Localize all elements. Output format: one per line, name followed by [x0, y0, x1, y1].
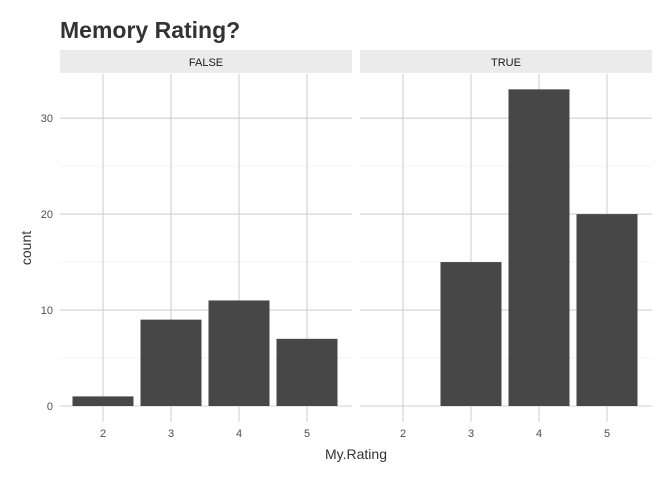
y-tick-label: 20 [41, 209, 53, 221]
x-tick-label: 3 [168, 428, 174, 440]
bar-true-3 [440, 262, 502, 406]
bar-true-4 [508, 89, 570, 406]
bar-false-5 [276, 338, 338, 406]
x-tick-label: 3 [468, 428, 474, 440]
x-tick-label: 4 [536, 428, 542, 440]
bar-false-4 [208, 300, 270, 406]
x-axis-label: My.Rating [325, 446, 387, 462]
chart-title: Memory Rating? [60, 17, 240, 43]
facet-strip-label: TRUE [491, 57, 521, 69]
facet-panel-true: TRUE 2 3 4 5 [360, 50, 652, 440]
bar-false-2 [72, 396, 134, 406]
y-tick-label: 10 [41, 305, 53, 317]
y-axis-ticks: 0 10 20 30 [41, 113, 53, 413]
x-tick-label: 2 [100, 428, 106, 440]
y-tick-label: 30 [41, 113, 53, 125]
x-tick-label: 5 [604, 428, 610, 440]
facet-strip [60, 50, 352, 73]
x-tick-label: 4 [236, 428, 242, 440]
facet-panel-false: FALSE 2 3 4 5 [60, 50, 352, 440]
y-axis-label: count [18, 231, 34, 265]
bar-true-5 [576, 214, 638, 406]
x-tick-label: 5 [304, 428, 310, 440]
facet-panels: FALSE 2 3 4 5 TRUE 2 3 4 5 [60, 50, 652, 440]
bar-false-3 [140, 319, 202, 406]
facet-strip [360, 50, 652, 73]
y-tick-label: 0 [47, 401, 53, 413]
x-tick-label: 2 [400, 428, 406, 440]
facet-strip-label: FALSE [189, 57, 223, 69]
